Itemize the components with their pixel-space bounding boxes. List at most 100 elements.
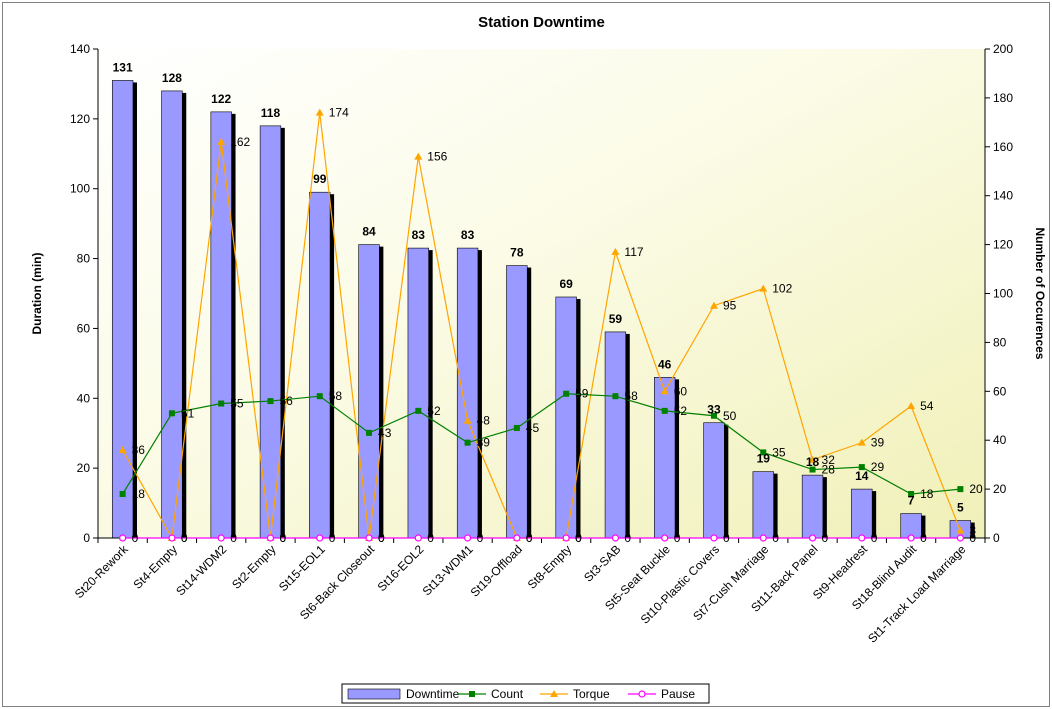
downtime-bar-label: 69 — [559, 277, 573, 291]
y2-tick-label: 40 — [993, 433, 1007, 447]
torque-point-label: 32 — [822, 453, 836, 467]
plot-area — [98, 49, 985, 538]
torque-point — [956, 526, 965, 534]
pause-point-label: 0 — [772, 531, 779, 545]
count-point — [710, 412, 717, 419]
legend-torque-label: Torque — [573, 687, 610, 701]
y-tick-label: 60 — [77, 321, 91, 335]
x-category-label: St3-SAB — [581, 542, 623, 584]
count-point-label: 51 — [181, 406, 195, 420]
count-point — [415, 407, 422, 414]
count-point-label: 59 — [575, 387, 589, 401]
downtime-bar-label: 18 — [806, 455, 820, 469]
count-point-label: 52 — [674, 404, 688, 418]
torque-point — [759, 284, 768, 292]
downtime-bar-label: 59 — [609, 312, 623, 326]
count-point — [464, 439, 471, 446]
pause-point-label: 0 — [674, 531, 681, 545]
pause-point-label: 0 — [575, 531, 582, 545]
count-point — [316, 393, 323, 400]
count-point-label: 52 — [427, 404, 441, 418]
torque-point — [315, 108, 324, 116]
pause-point — [217, 534, 225, 542]
pause-point — [119, 534, 127, 542]
pause-point — [858, 534, 866, 542]
count-point-label: 28 — [822, 463, 836, 477]
downtime-bar — [654, 377, 676, 539]
count-point-label: 18 — [920, 487, 934, 501]
count-line — [122, 393, 961, 495]
count-point — [957, 486, 964, 493]
torque-point — [217, 137, 226, 145]
torque-point-label: 48 — [477, 414, 491, 428]
pause-point-label: 0 — [427, 531, 434, 545]
x-category-label: St2-Empty — [229, 542, 279, 592]
pause-point — [907, 534, 915, 542]
y2-tick-label: 140 — [993, 189, 1013, 203]
torque-point-label: 0 — [181, 531, 188, 545]
count-point — [858, 464, 865, 471]
pause-point — [611, 534, 620, 542]
y-axis-title: Duration (min) — [30, 253, 44, 335]
y-tick-label: 20 — [77, 461, 91, 475]
y-tick-label: 40 — [77, 391, 91, 405]
torque-point-label: 0 — [279, 531, 286, 545]
downtime-bar — [752, 471, 774, 539]
count-point-label: 35 — [772, 445, 786, 459]
torque-point-label: 102 — [772, 282, 792, 296]
legend-count-marker — [469, 691, 475, 697]
legend-downtime-label: Downtime — [406, 687, 460, 701]
downtime-bar-label: 46 — [658, 357, 672, 371]
count-point — [661, 407, 668, 414]
pause-point-label: 0 — [624, 531, 631, 545]
x-category-label: St15-EOL1 — [276, 542, 328, 594]
x-category-label: St4-Empty — [131, 542, 181, 592]
legend-pause-marker — [638, 690, 646, 698]
y2-axis-title: Number of Occurences — [1033, 227, 1047, 359]
y2-tick-label: 120 — [993, 238, 1013, 252]
y2-tick-label: 180 — [993, 91, 1013, 105]
count-point — [513, 424, 520, 431]
downtime-bar — [161, 90, 183, 539]
torque-point-label: 174 — [329, 106, 349, 120]
x-category-label: St14-WDM2 — [173, 542, 229, 598]
count-point-label: 45 — [526, 421, 540, 435]
downtime-bar-label: 7 — [908, 494, 915, 508]
count-point — [612, 393, 619, 400]
downtime-bar — [309, 191, 331, 539]
downtime-bar — [801, 474, 824, 539]
downtime-bar-label: 128 — [162, 71, 182, 85]
y2-tick-label: 160 — [993, 140, 1013, 154]
downtime-bar-label: 14 — [855, 469, 869, 483]
torque-point — [611, 247, 620, 255]
legend-count-label: Count — [491, 687, 524, 701]
count-point-label: 58 — [624, 389, 638, 403]
y2-tick-label: 0 — [993, 531, 1000, 545]
downtime-bar — [851, 488, 873, 539]
pause-point-label: 0 — [279, 531, 286, 545]
y-tick-label: 120 — [70, 112, 90, 126]
pause-point — [562, 534, 570, 542]
pause-point-label: 0 — [969, 531, 976, 545]
downtime-bar — [900, 513, 922, 539]
pause-point-label: 0 — [723, 531, 730, 545]
pause-point — [168, 534, 176, 542]
y-tick-label: 80 — [77, 252, 91, 266]
downtime-bar-label: 5 — [957, 501, 964, 515]
pause-point-label: 0 — [920, 531, 927, 545]
pause-point-label: 0 — [822, 531, 829, 545]
x-category-label: St16-EOL2 — [375, 542, 427, 594]
torque-point — [907, 401, 916, 409]
downtime-bar — [111, 80, 134, 539]
x-category-label: St20-Rework — [72, 542, 132, 602]
downtime-bar-label: 78 — [510, 246, 524, 260]
count-point — [168, 410, 175, 417]
torque-point-label: 0 — [378, 531, 385, 545]
pause-point — [414, 534, 422, 542]
x-category-label: St19-Offload — [468, 542, 525, 599]
downtime-bar-label: 83 — [461, 228, 475, 242]
torque-point-label: 162 — [230, 135, 250, 149]
count-point-label: 43 — [378, 426, 392, 440]
downtime-bar-label: 84 — [362, 225, 376, 239]
count-point-label: 56 — [279, 394, 293, 408]
